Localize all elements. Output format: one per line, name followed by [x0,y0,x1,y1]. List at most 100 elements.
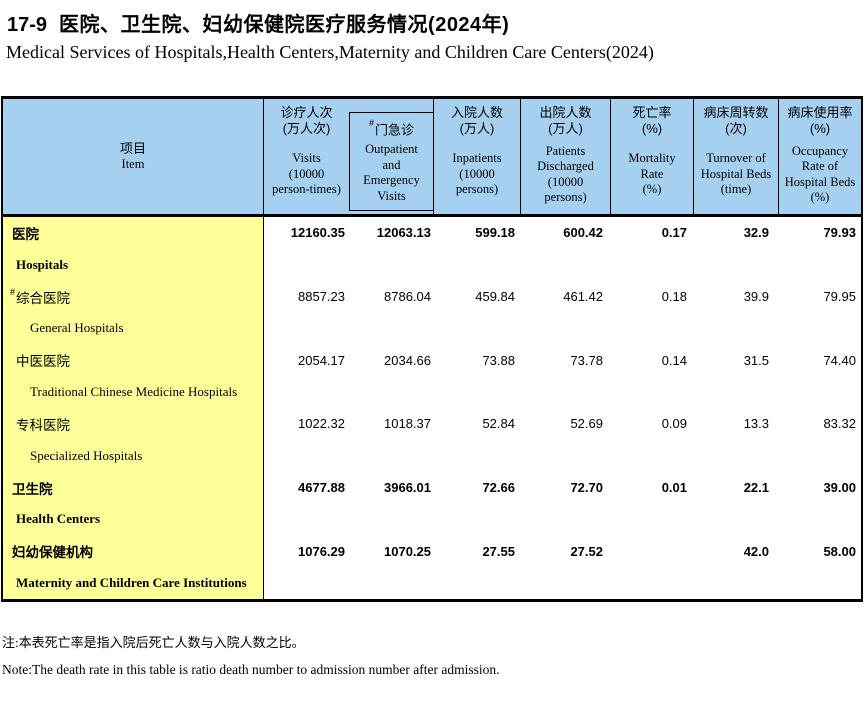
cell-value: 83.32 [823,416,856,432]
page-title: 17-9 医院、卫生院、妇幼保健院医疗服务情况(2024年) [7,8,865,37]
header-outpatient-zh: #门急诊 [368,118,415,138]
cell-value: 73.88 [482,352,515,368]
header-turnover-en: Turnover of Hospital Beds (time) [700,151,772,197]
cell-value: 72.66 [482,480,515,496]
table-header: 项目 Item 诊疗人次 (万人次) Visits (10000 person-… [3,99,861,217]
header-inpatients-column: 入院人数 (万人) Inpatients (10000 persons) [434,99,521,214]
cell-value: 3966.01 [384,480,431,496]
cell-value: 0.09 [661,416,687,432]
item-cell: 医院 Hospitals [3,217,264,281]
row-label-zh: 卫生院 [12,481,53,497]
cell-value: 74.40 [823,352,856,368]
header-mortality-column: 死亡率 (%) Mortality Rate (%) [611,99,694,214]
cell-value: 461.42 [563,289,603,305]
cell-value: 79.95 [823,289,856,305]
cell-value: 39.9 [743,289,769,305]
table-row-general-hospitals: # 综合医院 General Hospitals 8857.23 8786.04 … [3,280,861,345]
cell-value: 1022.32 [298,416,345,432]
header-discharged-column: 出院人数 (万人) Patients Discharged (10000 per… [521,99,611,214]
row-label-zh: 医院 [12,226,39,242]
cell-value: 1076.29 [298,543,345,559]
table-row-tcm-hospitals: 中医医院 Traditional Chinese Medicine Hospit… [3,344,861,408]
header-discharged-en: Patients Discharged (10000 persons) [537,143,594,205]
cell-value: 39.00 [823,480,856,496]
header-turnover-zh: 病床周转数 (次) [703,105,769,136]
cell-value: 2034.66 [384,352,431,368]
header-inpatients-en: Inpatients (10000 persons) [452,151,502,197]
row-label-en: Maternity and Children Care Institutions [16,575,247,591]
table-row-health-centers: 卫生院 Health Centers 4677.88 3966.01 72.66… [3,471,861,536]
table-body: 医院 Hospitals 12160.35 12063.13 599.18 60… [3,217,861,599]
cell-value: 0.14 [661,352,687,368]
row-label-en: Hospitals [16,256,69,272]
header-item-zh: 项目 [119,140,146,156]
cell-value: 58.00 [823,543,856,559]
title-english: Medical Services of Hospitals,Health Cen… [6,42,654,62]
table-row-maternity-institutions: 妇幼保健机构 Maternity and Children Care Insti… [3,535,861,599]
header-turnover-column: 病床周转数 (次) Turnover of Hospital Beds (tim… [694,99,779,214]
header-inpatients-zh: 入院人数 (万人) [450,105,503,136]
header-mortality-zh: 死亡率 (%) [632,105,672,136]
header-occupancy-column: 病床使用率 (%) Occupancy Rate of Hospital Bed… [779,99,861,214]
cell-value: 0.17 [661,225,687,241]
row-label-en: General Hospitals [30,320,124,336]
header-outpatient-en: Outpatient and Emergency Visits [363,142,420,203]
cell-value: 52.69 [570,416,603,432]
row-label-zh: # 综合医院 [10,286,71,306]
row-label-en: Health Centers [16,511,101,527]
cell-value: 1018.37 [384,416,431,432]
cell-value: 32.9 [743,225,769,241]
header-occupancy-en: Occupancy Rate of Hospital Beds (%) [784,143,856,205]
header-outpatient-column: #门急诊 Outpatient and Emergency Visits [349,99,434,214]
row-label-en: Traditional Chinese Medicine Hospitals [30,384,238,400]
header-discharged-zh: 出院人数 (万人) [539,105,592,136]
medical-services-table: 项目 Item 诊疗人次 (万人次) Visits (10000 person-… [1,96,863,602]
cell-value: 2054.17 [298,352,345,368]
row-label-zh: 妇幼保健机构 [12,545,93,561]
cell-value: 1070.25 [384,543,431,559]
cell-value: 31.5 [743,352,769,368]
cell-value: 27.55 [482,543,515,559]
item-cell: 卫生院 Health Centers [3,471,264,536]
item-cell: 妇幼保健机构 Maternity and Children Care Insti… [3,535,264,599]
cell-value: 22.1 [743,480,769,496]
hash-mark: # [368,118,374,128]
cell-value: 52.84 [482,416,515,432]
header-item-column: 项目 Item [3,99,264,214]
cell-value: 27.52 [570,543,603,559]
cell-value: 8786.04 [384,289,431,305]
cell-value [611,535,694,567]
table-row-hospitals: 医院 Hospitals 12160.35 12063.13 599.18 60… [3,217,861,281]
cell-value: 459.84 [475,289,515,305]
table-number: 17-9 [7,14,48,36]
row-label-zh: 中医医院 [16,354,70,370]
row-label-en: Specialized Hospitals [30,447,143,463]
title-chinese: 医院、卫生院、妇幼保健院医疗服务情况(2024年) [59,14,510,36]
cell-value: 12160.35 [290,225,345,241]
footnote-chinese: 注:本表死亡率是指入院后死亡人数与入院人数之比。 [2,635,305,650]
outpatient-sub-box: #门急诊 Outpatient and Emergency Visits [349,112,433,211]
cell-value: 72.70 [570,480,603,496]
cell-value: 0.01 [661,480,687,496]
cell-value: 73.78 [570,352,603,368]
header-visits-en: Visits (10000 person-times) [272,151,341,197]
item-cell: 中医医院 Traditional Chinese Medicine Hospit… [3,344,264,408]
header-mortality-en: Mortality Rate (%) [628,151,676,197]
cell-value: 600.42 [563,225,603,241]
item-cell: 专科医院 Specialized Hospitals [3,407,264,472]
item-cell: # 综合医院 General Hospitals [3,280,264,345]
cell-value: 4677.88 [298,480,345,496]
cell-value: 42.0 [743,543,769,559]
header-occupancy-zh: 病床使用率 (%) [787,105,853,136]
header-item-en: Item [121,156,145,171]
row-label-zh: 专科医院 [16,417,70,433]
cell-value: 79.93 [823,225,856,241]
hash-mark: # [10,286,16,297]
cell-value: 8857.23 [298,289,345,305]
cell-value: 0.18 [661,289,687,305]
footnote-english: Note:The death rate in this table is rat… [2,662,500,677]
cell-value: 12063.13 [376,225,431,241]
table-row-specialized-hospitals: 专科医院 Specialized Hospitals 1022.32 1018.… [3,407,861,472]
cell-value: 13.3 [743,416,769,432]
header-visits-zh: 诊疗人次 (万人次) [280,105,333,136]
